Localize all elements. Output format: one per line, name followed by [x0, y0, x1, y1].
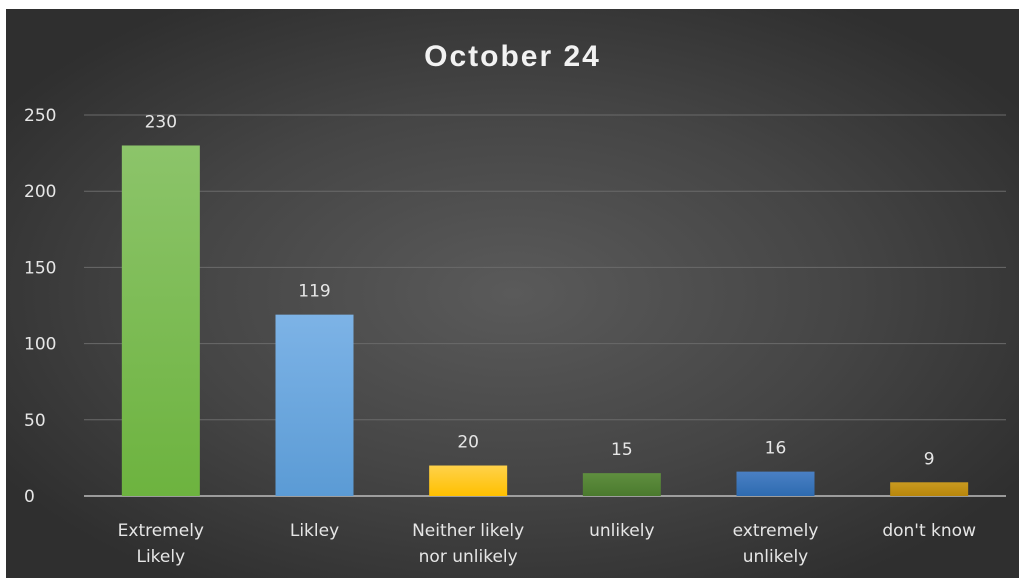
y-tick-label: 200	[24, 182, 56, 202]
x-tick-label: Neither likely nor unlikely	[412, 521, 524, 567]
bar	[429, 465, 508, 496]
gridlines	[84, 114, 1006, 497]
data-label: 119	[298, 282, 330, 302]
y-tick-label: 250	[24, 106, 56, 126]
x-axis: Extremely Likely Likley Neither likely nor u…	[118, 521, 976, 567]
x-tick-label: unlikely	[589, 521, 654, 541]
data-label: 9	[924, 449, 935, 469]
x-tick-label: extremely unlikely	[733, 521, 819, 567]
bar	[736, 471, 815, 496]
bars	[121, 145, 969, 497]
y-tick-label: 0	[24, 487, 35, 507]
bar	[121, 145, 200, 497]
y-tick-label: 50	[24, 411, 46, 431]
chart-area: October 24 0 50 100 150 200 250 230 119 20 15 16 9…	[6, 9, 1019, 578]
data-labels: 230 119 20 15 16 9	[145, 112, 935, 469]
chart-title: October 24	[424, 40, 601, 73]
y-axis: 0 50 100 150 200 250	[24, 106, 56, 507]
bar	[275, 314, 354, 496]
y-tick-label: 100	[24, 335, 56, 355]
bar	[890, 482, 969, 496]
y-tick-label: 150	[24, 258, 56, 278]
bar-chart: 0 50 100 150 200 250 230 119 20 15 16 9 Extremely L…	[24, 106, 1006, 567]
x-tick-label: Extremely Likely	[118, 521, 204, 567]
data-label: 230	[145, 112, 177, 132]
x-tick-label: Likley	[290, 521, 339, 541]
data-label: 20	[457, 433, 479, 453]
data-label: 16	[765, 439, 787, 459]
x-tick-label: don't know	[882, 521, 976, 541]
data-label: 15	[611, 440, 633, 460]
bar	[582, 473, 661, 496]
